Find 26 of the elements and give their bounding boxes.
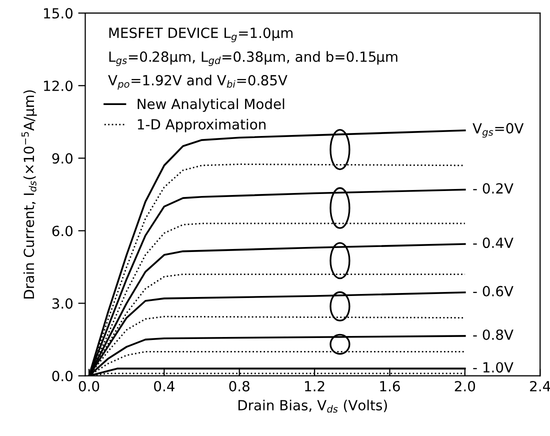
x-tick-label: 2.4 — [530, 380, 550, 392]
y-tick-label: 3.0 — [52, 298, 73, 309]
y-axis-title: Drain Current, I$_{ds}$(×10$^{−5}$A/µm) — [22, 90, 37, 298]
annotation: - 1.0V — [473, 362, 514, 373]
annotation: - 0.8V — [473, 329, 514, 340]
y-tick-label: 15.0 — [44, 8, 73, 19]
legend-label: New Analytical Model — [138, 98, 284, 112]
annotation: - 0.6V — [473, 286, 514, 296]
x-tick-label: 1.2 — [305, 380, 324, 392]
x-tick-label: 0.0 — [78, 380, 100, 392]
y-tick-label: 0.0 — [52, 370, 73, 382]
x-tick-label: 0.4 — [154, 380, 174, 392]
x-axis-title: Drain Bias, V$_{ds}$ (Volts) — [238, 400, 387, 413]
y-tick-label: 12.0 — [44, 80, 73, 92]
legend-label: 1-D Approximation — [138, 118, 266, 132]
y-tick-label: 6.0 — [52, 226, 73, 236]
y-tick-label: 9.0 — [52, 153, 73, 164]
annotation: V$_{po}$=1.92V and V$_{bi}$=0.85V — [108, 74, 288, 90]
x-tick-label: 0.8 — [229, 380, 250, 392]
annotation: - 0.4V — [473, 238, 514, 248]
annotation: MESFET DEVICE L$_{g}$=1.0µm — [109, 28, 293, 42]
annotation: - 0.2V — [473, 183, 514, 194]
annotation: L$_{gs}$=0.28µm, L$_{gd}$=0.38µm, and b=0.15µm — [109, 51, 398, 66]
x-tick-label: 1.6 — [380, 380, 400, 392]
annotation: V$_{gs}$=0V — [472, 123, 524, 138]
x-tick-label: 2.0 — [454, 380, 476, 392]
